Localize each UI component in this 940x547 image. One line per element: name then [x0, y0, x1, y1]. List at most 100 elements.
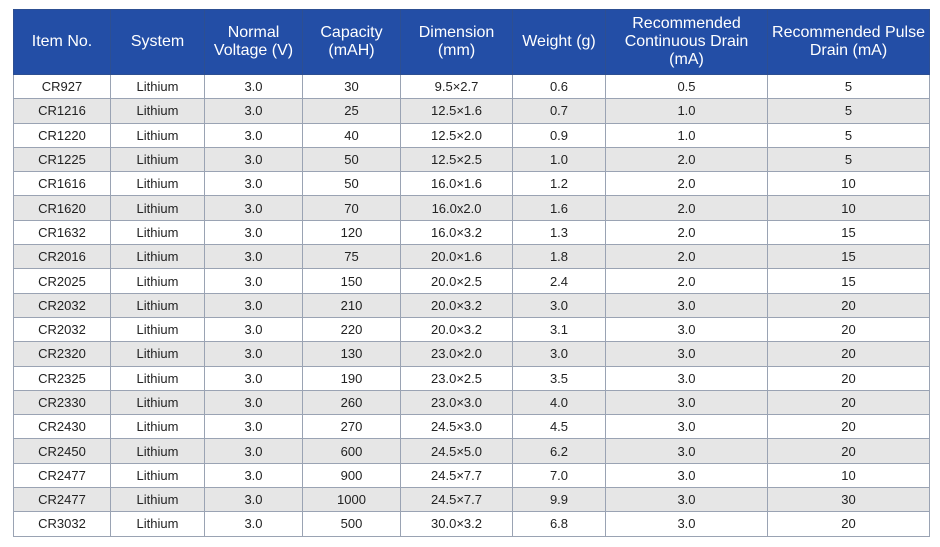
cell-dimension: 23.0×2.0: [400, 341, 513, 367]
table-row: CR1225 Lithium 3.0 50 12.5×2.5 1.0 2.0 5: [13, 146, 930, 173]
cell-item-no: CR2016: [13, 244, 111, 270]
cell-continuous-drain: 2.0: [605, 219, 768, 246]
cell-item-no: CR2025: [13, 268, 111, 294]
cell-capacity: 210: [302, 292, 401, 318]
table-row: CR2325 Lithium 3.0 190 23.0×2.5 3.5 3.0 20: [13, 365, 930, 391]
cell-system: Lithium: [110, 292, 205, 318]
cell-capacity: 40: [302, 122, 401, 148]
cell-weight: 4.5: [512, 414, 606, 440]
cell-continuous-drain: 1.0: [605, 122, 768, 148]
cell-capacity: 220: [302, 316, 401, 343]
cell-pulse-drain: 5: [767, 146, 930, 173]
header-weight: Weight (g): [512, 9, 606, 75]
cell-weight: 9.9: [512, 487, 606, 513]
cell-weight: 1.8: [512, 244, 606, 270]
cell-dimension: 23.0×3.0: [400, 389, 513, 416]
cell-system: Lithium: [110, 171, 205, 197]
cell-continuous-drain: 3.0: [605, 462, 768, 489]
cell-weight: 6.2: [512, 438, 606, 464]
cell-continuous-drain: 3.0: [605, 511, 768, 537]
cell-pulse-drain: 30: [767, 487, 930, 513]
cell-weight: 0.6: [512, 73, 606, 100]
cell-voltage: 3.0: [204, 146, 303, 173]
cell-item-no: CR1620: [13, 195, 111, 221]
cell-item-no: CR1616: [13, 171, 111, 197]
cell-capacity: 1000: [302, 487, 401, 513]
cell-pulse-drain: 10: [767, 171, 930, 197]
cell-voltage: 3.0: [204, 122, 303, 148]
cell-weight: 1.6: [512, 195, 606, 221]
cell-capacity: 50: [302, 146, 401, 173]
cell-pulse-drain: 20: [767, 438, 930, 464]
cell-voltage: 3.0: [204, 171, 303, 197]
table-row: CR2016 Lithium 3.0 75 20.0×1.6 1.8 2.0 15: [13, 244, 930, 270]
table-row: CR2032 Lithium 3.0 210 20.0×3.2 3.0 3.0 20: [13, 292, 930, 318]
cell-voltage: 3.0: [204, 438, 303, 464]
cell-capacity: 150: [302, 268, 401, 294]
table-row: CR1632 Lithium 3.0 120 16.0×3.2 1.3 2.0 15: [13, 219, 930, 246]
cell-continuous-drain: 3.0: [605, 341, 768, 367]
cell-dimension: 24.5×7.7: [400, 487, 513, 513]
cell-capacity: 75: [302, 244, 401, 270]
table-row: CR927 Lithium 3.0 30 9.5×2.7 0.6 0.5 5: [13, 73, 930, 100]
cell-system: Lithium: [110, 73, 205, 100]
cell-system: Lithium: [110, 122, 205, 148]
cell-voltage: 3.0: [204, 73, 303, 100]
cell-system: Lithium: [110, 414, 205, 440]
cell-pulse-drain: 5: [767, 122, 930, 148]
cell-item-no: CR2320: [13, 341, 111, 367]
cell-system: Lithium: [110, 268, 205, 294]
header-system: System: [110, 9, 205, 75]
cell-voltage: 3.0: [204, 195, 303, 221]
cell-capacity: 500: [302, 511, 401, 537]
cell-item-no: CR1220: [13, 122, 111, 148]
cell-continuous-drain: 3.0: [605, 487, 768, 513]
cell-dimension: 12.5×1.6: [400, 98, 513, 124]
cell-pulse-drain: 20: [767, 389, 930, 416]
cell-weight: 0.9: [512, 122, 606, 148]
cell-system: Lithium: [110, 438, 205, 464]
cell-voltage: 3.0: [204, 462, 303, 489]
cell-voltage: 3.0: [204, 98, 303, 124]
cell-capacity: 190: [302, 365, 401, 391]
table-row: CR2430 Lithium 3.0 270 24.5×3.0 4.5 3.0 20: [13, 414, 930, 440]
cell-capacity: 260: [302, 389, 401, 416]
cell-capacity: 25: [302, 98, 401, 124]
cell-continuous-drain: 2.0: [605, 268, 768, 294]
cell-weight: 7.0: [512, 462, 606, 489]
cell-capacity: 70: [302, 195, 401, 221]
cell-voltage: 3.0: [204, 511, 303, 537]
cell-voltage: 3.0: [204, 292, 303, 318]
table-row: CR2025 Lithium 3.0 150 20.0×2.5 2.4 2.0 15: [13, 268, 930, 294]
cell-dimension: 12.5×2.0: [400, 122, 513, 148]
header-normal-voltage: Normal Voltage (V): [204, 9, 303, 75]
cell-continuous-drain: 2.0: [605, 171, 768, 197]
cell-dimension: 20.0×1.6: [400, 244, 513, 270]
cell-voltage: 3.0: [204, 268, 303, 294]
cell-pulse-drain: 5: [767, 73, 930, 100]
cell-item-no: CR2032: [13, 316, 111, 343]
table-row: CR2320 Lithium 3.0 130 23.0×2.0 3.0 3.0 20: [13, 341, 930, 367]
cell-item-no: CR1632: [13, 219, 111, 246]
table-row: CR2330 Lithium 3.0 260 23.0×3.0 4.0 3.0 20: [13, 389, 930, 416]
cell-voltage: 3.0: [204, 219, 303, 246]
cell-capacity: 30: [302, 73, 401, 100]
cell-dimension: 23.0×2.5: [400, 365, 513, 391]
cell-continuous-drain: 3.0: [605, 389, 768, 416]
cell-dimension: 20.0×3.2: [400, 316, 513, 343]
battery-spec-table: Item No. System Normal Voltage (V) Capac…: [13, 9, 930, 537]
cell-pulse-drain: 10: [767, 195, 930, 221]
header-item-no: Item No.: [13, 9, 111, 75]
header-dimension: Dimension (mm): [400, 9, 513, 75]
cell-item-no: CR927: [13, 73, 111, 100]
cell-item-no: CR2032: [13, 292, 111, 318]
cell-dimension: 9.5×2.7: [400, 73, 513, 100]
table-row: CR1216 Lithium 3.0 25 12.5×1.6 0.7 1.0 5: [13, 98, 930, 124]
cell-pulse-drain: 20: [767, 292, 930, 318]
cell-continuous-drain: 0.5: [605, 73, 768, 100]
cell-pulse-drain: 15: [767, 268, 930, 294]
cell-continuous-drain: 3.0: [605, 365, 768, 391]
cell-continuous-drain: 3.0: [605, 292, 768, 318]
cell-weight: 1.3: [512, 219, 606, 246]
cell-dimension: 24.5×7.7: [400, 462, 513, 489]
